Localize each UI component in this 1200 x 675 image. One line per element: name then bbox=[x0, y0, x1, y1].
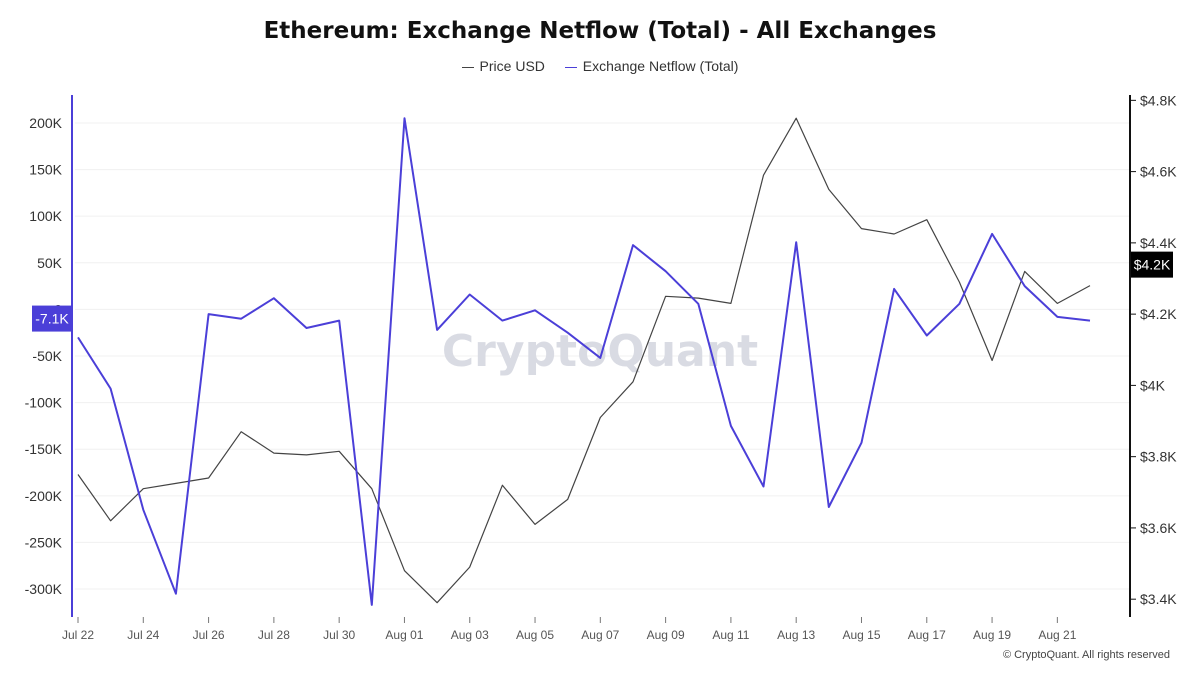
legend-swatch-netflow bbox=[564, 66, 577, 68]
x-tick-label: Aug 19 bbox=[973, 628, 1011, 642]
x-tick-label: Aug 01 bbox=[385, 628, 423, 642]
x-tick-label: Aug 03 bbox=[451, 628, 489, 642]
y-left-tick-label: -200K bbox=[25, 488, 63, 504]
x-tick-label: Jul 28 bbox=[258, 628, 290, 642]
legend-item-price[interactable]: Price USD bbox=[461, 58, 545, 74]
legend-label-netflow: Exchange Netflow (Total) bbox=[582, 58, 739, 74]
chart-legend: Price USD Exchange Netflow (Total) bbox=[0, 58, 1200, 74]
y-right-tick-label: $4K bbox=[1140, 377, 1166, 393]
x-tick-label: Aug 05 bbox=[516, 628, 554, 642]
y-right-highlight-label: $4.2K bbox=[1134, 257, 1171, 273]
x-tick-label: Jul 24 bbox=[127, 628, 159, 642]
y-right-tick-label: $4.2K bbox=[1140, 306, 1177, 322]
x-tick-label: Jul 26 bbox=[193, 628, 225, 642]
series-line-price bbox=[77, 117, 1091, 604]
y-right-tick-label: $4.6K bbox=[1140, 164, 1177, 180]
y-left-highlight-label: -7.1K bbox=[35, 311, 69, 327]
y-right-tick-label: $3.6K bbox=[1140, 520, 1177, 536]
y-left-highlight-badge bbox=[32, 305, 72, 332]
y-left-tick-label: -250K bbox=[25, 534, 63, 550]
y-left-tick-label: 200K bbox=[29, 115, 62, 131]
y-left-tick-label: 100K bbox=[29, 208, 62, 224]
x-tick-label: Jul 22 bbox=[62, 628, 94, 642]
y-right-tick-label: $3.4K bbox=[1140, 591, 1177, 607]
x-tick-label: Jul 30 bbox=[323, 628, 355, 642]
y-left-tick-label: 50K bbox=[37, 255, 63, 271]
x-tick-label: Aug 07 bbox=[581, 628, 619, 642]
y-right-tick-label: $3.8K bbox=[1140, 449, 1177, 465]
x-tick-label: Aug 13 bbox=[777, 628, 815, 642]
series-line-netflow bbox=[77, 117, 1091, 606]
x-tick-label: Aug 11 bbox=[712, 628, 749, 642]
x-tick-label: Aug 21 bbox=[1038, 628, 1076, 642]
y-left-tick-label: -150K bbox=[25, 441, 63, 457]
copyright-notice: © CryptoQuant. All rights reserved bbox=[1002, 649, 1170, 661]
watermark-text: CryptoQuant bbox=[442, 326, 758, 377]
x-tick-label: Aug 15 bbox=[842, 628, 880, 642]
y-left-tick-label: 150K bbox=[29, 162, 62, 178]
y-left-tick-label: -300K bbox=[25, 581, 63, 597]
y-right-tick-label: $4.4K bbox=[1140, 235, 1177, 251]
legend-label-price: Price USD bbox=[479, 58, 545, 74]
chart-title: Ethereum: Exchange Netflow (Total) - All… bbox=[263, 18, 937, 44]
y-right-highlight-badge bbox=[1131, 251, 1173, 278]
y-left-tick-label: -50K bbox=[32, 348, 62, 364]
y-left-tick-label: -100K bbox=[25, 395, 63, 411]
x-tick-label: Aug 17 bbox=[908, 628, 946, 642]
x-tick-label: Aug 09 bbox=[647, 628, 685, 642]
legend-item-netflow[interactable]: Exchange Netflow (Total) bbox=[564, 58, 739, 74]
legend-swatch-price bbox=[461, 66, 474, 68]
y-right-tick-label: $4.8K bbox=[1140, 92, 1177, 108]
